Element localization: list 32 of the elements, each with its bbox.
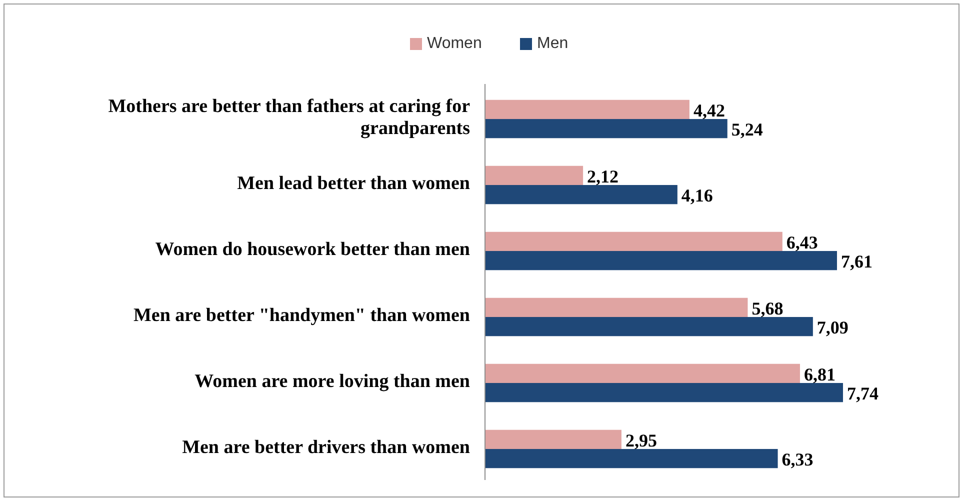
y-tick-label: Men lead better than women	[237, 173, 470, 194]
data-label: 4,42	[693, 100, 725, 121]
bar	[485, 119, 728, 138]
bar	[485, 364, 800, 383]
data-label: 6,33	[782, 450, 814, 470]
y-tick-label: Mothers are better than fathers at caring for grandparents	[108, 96, 471, 140]
bar	[485, 185, 678, 204]
bar	[485, 316, 813, 336]
bar	[485, 166, 584, 186]
data-label: 5,68	[752, 298, 784, 319]
y-tick-label: Women are more loving than men	[194, 371, 470, 392]
data-label: 6,43	[786, 232, 818, 253]
data-label: 7,74	[847, 384, 878, 404]
y-tick-label: Women do housework better than men	[155, 239, 470, 260]
data-label: 6,81	[804, 364, 836, 385]
data-label: 7,61	[840, 252, 872, 272]
data-label: 7,09	[816, 318, 848, 338]
y-tick-label: Men are better drivers than women	[182, 437, 470, 458]
data-label: 2,12	[587, 166, 619, 187]
legend-label: Men	[537, 35, 568, 52]
bar	[485, 100, 690, 120]
y-tick-label: Men are better "handymen" than women	[133, 305, 470, 326]
legend-label: Women	[427, 35, 482, 52]
data-label: 2,95	[625, 430, 657, 451]
bar	[485, 298, 748, 317]
bar	[485, 448, 778, 468]
bar	[485, 232, 782, 252]
data-label: 4,16	[681, 186, 713, 206]
data-label: 5,24	[731, 120, 763, 140]
bar	[485, 430, 622, 449]
bar	[485, 382, 843, 402]
bar	[485, 251, 837, 270]
